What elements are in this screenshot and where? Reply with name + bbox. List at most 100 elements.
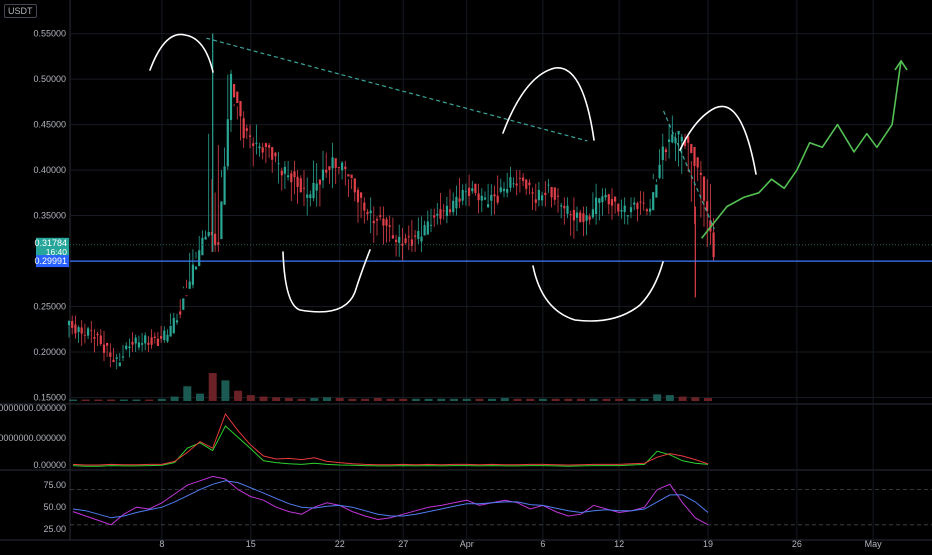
grid [0,0,932,541]
price-tick-label: 0.15000 [33,392,66,402]
candle-body [90,330,93,332]
candle-body [585,215,588,221]
candle-body [645,209,648,212]
candle-body [172,317,175,334]
candle-body [655,184,658,198]
candle-body [356,189,360,203]
candle-body [620,210,623,212]
candle-body [671,134,674,143]
candle-body [169,325,172,337]
rsi-tick-label: 75.00 [43,480,66,490]
volume-bar [119,399,128,401]
candle-body [166,334,169,342]
candle-body [201,237,204,256]
candle-body [614,196,617,202]
volume-bar [627,398,636,401]
osc-tick-label: 0.00000 [33,460,66,470]
candle-body [636,203,639,210]
annotation-arc [282,249,371,313]
candle-body [245,128,248,131]
candle-body [93,337,96,339]
candle-body [179,311,182,315]
price-tick-label: 0.35000 [33,211,66,221]
candle-body [223,166,226,205]
price-tick-label: 0.40000 [33,165,66,175]
candle-body [220,201,223,240]
volume-bar [602,398,611,401]
annotation-arc [532,261,664,322]
candle-body [74,324,77,334]
osc-line [72,412,709,466]
candle-body [353,178,356,193]
oscillator-panel: 1000000000.000000 500000000.000000 0.00000 [0,403,709,470]
candle-body [607,194,610,205]
candle-body [194,266,198,270]
candle-body [509,177,512,188]
candle-body [410,239,413,246]
candle-body [258,146,261,149]
currency-badge: USDT [4,4,37,18]
candle-body [150,337,153,345]
candle-body [506,189,509,193]
osc-tick-label: 500000000.000000 [0,433,66,443]
trendline [662,110,715,230]
candle-body [382,218,385,226]
volume-bar [145,399,154,401]
candle-body [680,136,683,142]
price-tick-label: 0.45000 [33,120,66,130]
candle-body [420,236,423,242]
time-tick-label: 22 [335,539,345,549]
volume-bar [310,398,319,401]
axes: 0.55000 0.50000 0.45000 0.40000 0.35000 0.250… [33,29,882,549]
annotation-arc [679,105,757,175]
candle-body [67,320,71,326]
candle-body [388,225,391,227]
candle-body [77,327,80,332]
candle-body [534,199,537,203]
candle-body [347,174,350,177]
candle-body [229,73,233,121]
candle-body [452,200,455,213]
candle-body [547,184,550,186]
candle-body [274,152,277,157]
time-tick-label: 26 [792,539,802,549]
candle-body [214,233,217,246]
overlays [70,33,932,322]
candle-body [626,215,629,217]
candle-body [582,213,585,223]
candle-body [709,220,712,232]
candle-body [350,174,353,179]
candle-body [379,215,382,217]
candles [67,33,715,370]
candle-body [699,172,702,175]
candle-body [439,209,442,219]
candle-body [604,195,607,198]
time-tick-label: 6 [540,539,545,549]
candle-body [433,215,436,218]
candle-body [191,264,194,285]
candle-body [566,205,569,214]
candle-body [537,189,540,201]
candle-body [309,194,312,198]
candle-body [366,211,369,215]
candle-body [642,202,645,204]
candle-body [153,336,156,338]
candle-body [591,209,594,218]
candle-body [512,183,515,185]
annotation-arc [502,67,595,141]
candle-body [268,145,271,148]
volume-bar [653,394,662,401]
candle-body [448,209,452,213]
candle-body [290,173,293,183]
candle-body [144,335,147,344]
candle-body [687,136,690,143]
candle-body [372,220,375,224]
candle-body [337,167,340,168]
volume-bar [704,398,712,401]
candle-body [163,330,166,341]
countdown-text: 16:40 [46,247,68,257]
candle-body [236,91,239,104]
